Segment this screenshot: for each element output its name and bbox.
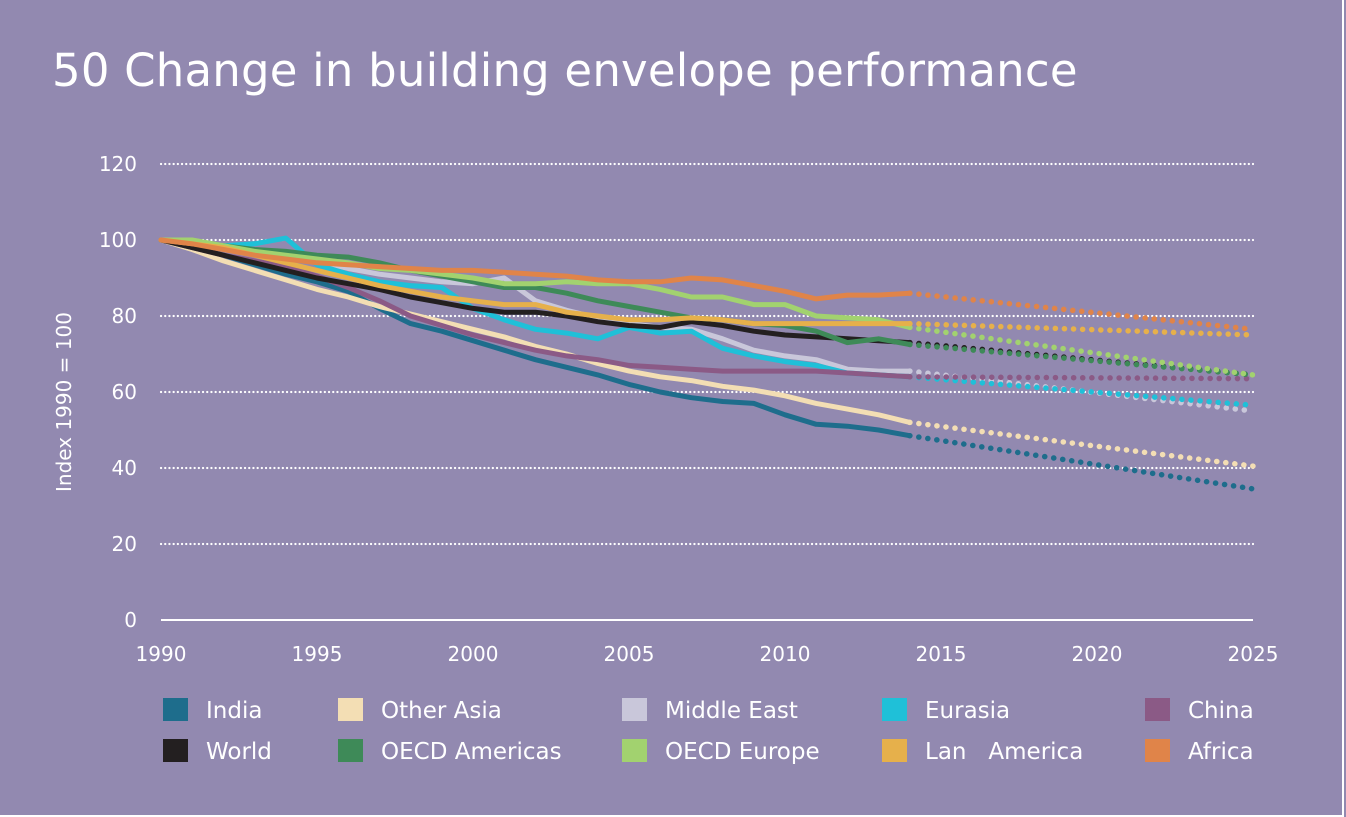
series-lines	[158, 235, 1256, 492]
series-projection-oecd-europe	[907, 324, 1256, 378]
x-tick-label: 2015	[916, 642, 967, 666]
x-tick-label: 2000	[448, 642, 499, 666]
legend-swatch-africa	[1145, 739, 1170, 762]
series-line-eurasia	[158, 235, 913, 380]
legend: India Other Asia Middle East Eurasia China Wo…	[163, 698, 1254, 765]
series-line-africa	[158, 237, 913, 302]
series-line-china	[158, 237, 913, 380]
legend-label-oecd-europe: OECD Europe	[665, 739, 820, 765]
series-projection-lan-america	[907, 320, 1256, 338]
x-tick-label: 1995	[292, 642, 343, 666]
y-tick-labels: 0 20 40 60 80 100 120	[99, 152, 137, 632]
y-tick-label: 80	[112, 304, 137, 328]
legend-label-other-asia: Other Asia	[381, 698, 502, 724]
series-projection-other-asia	[907, 419, 1256, 469]
legend-swatch-oecd-europe	[622, 739, 647, 762]
series-line-lan-america	[158, 237, 913, 327]
legend-label-india: India	[206, 698, 262, 724]
gridlines	[159, 162, 1255, 621]
legend-swatch-other-asia	[338, 698, 363, 721]
legend-swatch-world	[163, 739, 188, 762]
x-tick-label: 2025	[1228, 642, 1279, 666]
legend-label-middle-east: Middle East	[665, 698, 798, 724]
series-line-other-asia	[158, 237, 913, 425]
legend-label-china: China	[1188, 698, 1254, 724]
legend-label-africa: Africa	[1188, 739, 1254, 765]
legend-label-eurasia: Eurasia	[925, 698, 1010, 724]
legend-swatch-middle-east	[622, 698, 647, 721]
series-line-world	[158, 237, 913, 346]
legend-swatch-china	[1145, 698, 1170, 721]
series-projection-africa	[907, 290, 1256, 333]
x-tick-labels: 1990 1995 2000 2005 2010 2015 2020 2025	[136, 642, 1279, 666]
y-tick-label: 0	[124, 608, 137, 632]
y-tick-label: 60	[112, 380, 137, 404]
y-tick-label: 120	[99, 152, 137, 176]
y-tick-label: 20	[112, 532, 137, 556]
x-tick-label: 2020	[1072, 642, 1123, 666]
series-line-oecd-europe	[158, 237, 913, 330]
y-tick-label: 40	[112, 456, 137, 480]
x-tick-label: 1990	[136, 642, 187, 666]
series-projection-eurasia	[907, 374, 1256, 409]
legend-label-oecd-americas: OECD Americas	[381, 739, 562, 765]
x-tick-label: 2005	[604, 642, 655, 666]
legend-label-world: World	[206, 739, 272, 765]
y-axis-title: Index 1990 = 100	[52, 312, 76, 492]
series-line-india	[158, 237, 913, 439]
legend-swatch-eurasia	[882, 698, 907, 721]
series-projection-oecd-americas	[907, 341, 1256, 378]
legend-swatch-india	[163, 698, 188, 721]
legend-swatch-oecd-americas	[338, 739, 363, 762]
chart-title: 50 Change in building envelope performan…	[52, 44, 1078, 97]
legend-swatch-lan-america	[882, 739, 907, 762]
y-tick-label: 100	[99, 228, 137, 252]
series-projection-china	[907, 374, 1256, 382]
series-projection-india	[907, 432, 1256, 492]
legend-label-lan-america: Lan America	[925, 739, 1083, 765]
x-tick-label: 2010	[760, 642, 811, 666]
